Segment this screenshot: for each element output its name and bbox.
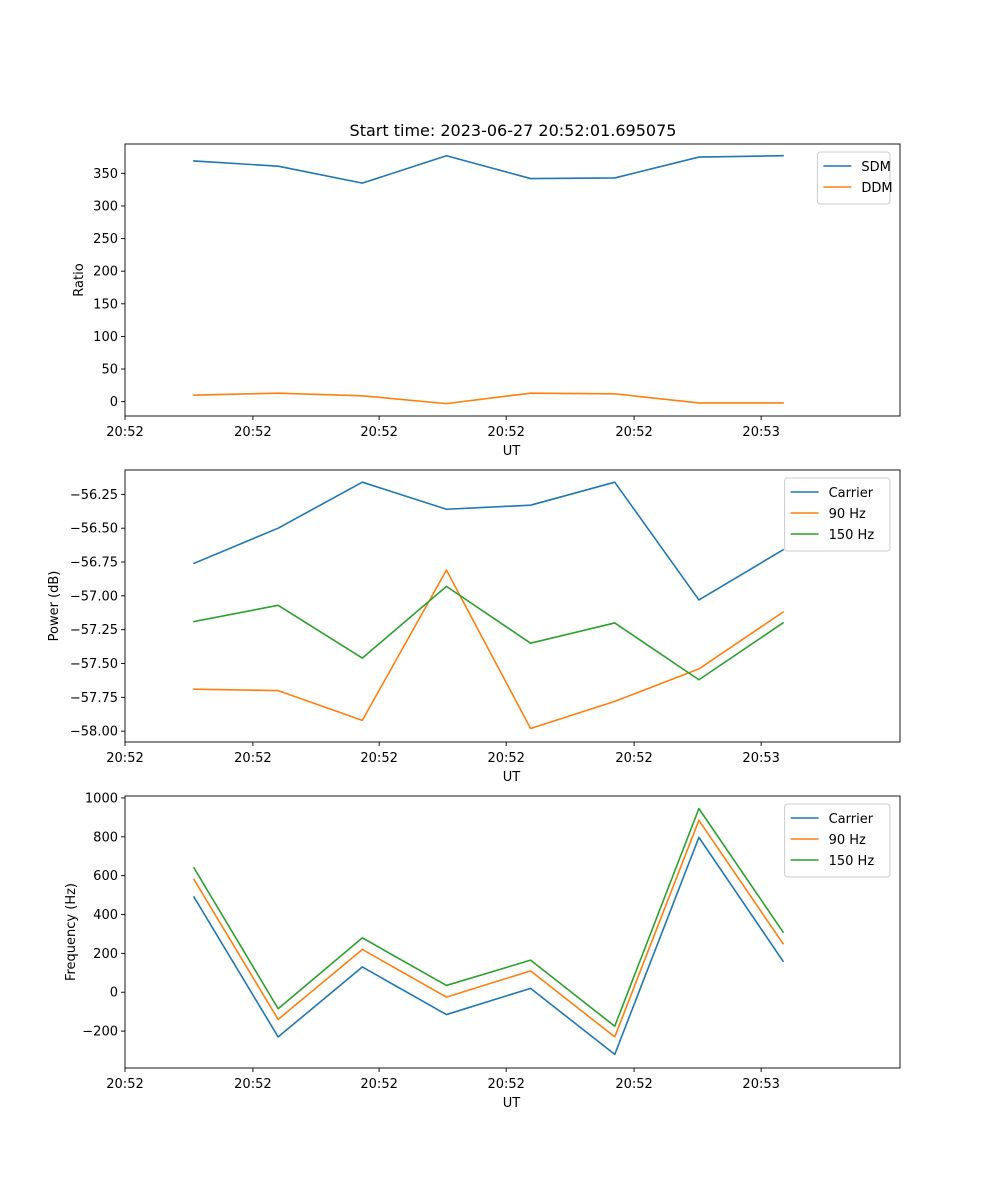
y-tick-label: 600 (93, 869, 118, 884)
y-tick-label: −57.50 (70, 657, 118, 672)
y-tick-label: 300 (93, 199, 118, 214)
x-tick-label: 20:53 (742, 425, 779, 440)
x-tick-label: 20:52 (487, 1077, 524, 1092)
x-tick-label: 20:52 (487, 425, 524, 440)
legend: Carrier 90 Hz 150 Hz (784, 803, 891, 878)
x-axis: 20:52 20:52 20:52 20:52 20:52 20:53 UT (106, 416, 780, 459)
x-tick-label: 20:52 (615, 425, 652, 440)
x-tick-label: 20:52 (234, 1077, 271, 1092)
legend-label: Carrier (829, 486, 874, 501)
subplot-3: 20:52 20:52 20:52 20:52 20:52 20:53 UT −200 0 200… (64, 791, 901, 1111)
y-axis: −200 0 200 400 600 800 1000 Frequency (Hz) (64, 791, 125, 1040)
legend: SDM DDM (816, 151, 893, 205)
series-line-3 (192, 807, 785, 1028)
y-tick-label: −57.75 (70, 691, 118, 706)
x-axis-label: UT (503, 1096, 521, 1111)
legend-box (816, 151, 891, 205)
y-axis-label: Power (dB) (47, 571, 62, 642)
y-tick-label: −57.25 (70, 623, 118, 638)
y-tick-label: 350 (93, 167, 118, 182)
axes-frame (124, 143, 901, 417)
x-axis-label: UT (503, 444, 521, 459)
series-line-1 (193, 154, 784, 184)
x-tick-label: 20:52 (615, 1077, 652, 1092)
figure-title: Start time: 2023-06-27 20:52:01.695075 (350, 121, 677, 140)
y-tick-label: 0 (110, 986, 118, 1001)
y-tick-label: 150 (93, 297, 118, 312)
x-tick-label: 20:52 (234, 751, 271, 766)
y-axis: −58.00 −57.75 −57.50 −57.25 −57.00 −56.75 −56.… (47, 488, 125, 740)
legend-label: 90 Hz (829, 833, 866, 848)
x-axis: 20:52 20:52 20:52 20:52 20:52 20:53 UT (106, 1068, 780, 1111)
y-tick-label: 800 (93, 830, 118, 845)
series-line-1 (192, 481, 785, 601)
y-axis: 0 50 100 150 200 250 300 350 Ratio (72, 167, 125, 410)
y-tick-label: 1000 (85, 791, 118, 806)
axes-frame (124, 469, 901, 743)
x-tick-label: 20:52 (487, 751, 524, 766)
y-tick-label: −57.00 (70, 589, 118, 604)
x-tick-label: 20:53 (742, 751, 779, 766)
legend: Carrier 90 Hz 150 Hz (784, 477, 891, 552)
y-tick-label: 100 (93, 330, 118, 345)
series-line-2 (193, 392, 784, 405)
plot-area (192, 481, 785, 730)
y-axis-label: Ratio (72, 263, 87, 296)
subplot-2: 20:52 20:52 20:52 20:52 20:52 20:53UT−58.00−5… (47, 469, 901, 785)
y-tick-label: −200 (82, 1025, 118, 1040)
plot-area (193, 154, 784, 405)
x-tick-label: 20:52 (106, 425, 143, 440)
y-axis-label: Frequency (Hz) (64, 883, 79, 981)
y-tick-label: 400 (93, 908, 118, 923)
y-tick-label: 200 (93, 947, 118, 962)
x-tick-label: 20:52 (106, 751, 143, 766)
subplots: 20:52 20:52 20:52 20:52 20:52 20:53 UT 0 50 100 15… (47, 143, 901, 1111)
series-line-1 (192, 836, 785, 1056)
series-line-2 (192, 819, 785, 1038)
y-tick-label: 0 (110, 395, 118, 410)
plot-area (192, 807, 785, 1056)
legend-label: 150 Hz (829, 854, 875, 869)
x-tick-label: 20:52 (360, 425, 397, 440)
series-line-3 (193, 585, 785, 681)
y-tick-label: 50 (101, 363, 118, 378)
y-tick-label: 250 (93, 232, 118, 247)
x-tick-label: 20:52 (615, 751, 652, 766)
y-tick-label: −56.50 (70, 522, 118, 537)
subplot-1: 20:52 20:52 20:52 20:52 20:52 20:53 UT 0 50 100 15… (72, 143, 901, 459)
legend-box (784, 477, 891, 552)
legend-label: SDM (861, 160, 890, 175)
legend-label: 150 Hz (829, 528, 875, 543)
x-tick-label: 20:52 (360, 1077, 397, 1092)
axes-frame (124, 795, 901, 1069)
y-tick-label: −58.00 (70, 725, 118, 740)
x-tick-label: 20:52 (106, 1077, 143, 1092)
x-tick-label: 20:52 (234, 425, 271, 440)
x-tick-label: 20:53 (742, 1077, 779, 1092)
legend-label: DDM (861, 181, 892, 196)
y-tick-label: −56.75 (70, 556, 118, 571)
x-axis: 20:52 20:52 20:52 20:52 20:52 20:53 UT (106, 742, 780, 785)
legend-label: Carrier (829, 812, 874, 827)
series-line-2 (193, 569, 785, 730)
x-axis-label: UT (503, 770, 521, 785)
legend-box (784, 803, 891, 878)
y-tick-label: −56.25 (70, 488, 118, 503)
y-tick-label: 200 (93, 265, 118, 280)
x-tick-label: 20:52 (360, 751, 397, 766)
legend-label: 90 Hz (829, 507, 866, 522)
